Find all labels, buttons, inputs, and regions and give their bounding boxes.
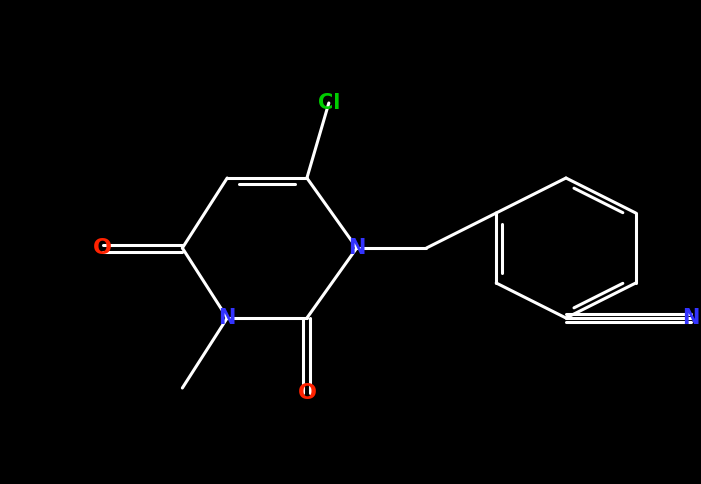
Text: N: N bbox=[219, 308, 236, 328]
Text: N: N bbox=[348, 238, 365, 258]
Text: O: O bbox=[297, 383, 316, 403]
Text: O: O bbox=[93, 238, 112, 258]
Text: Cl: Cl bbox=[318, 93, 340, 113]
Text: N: N bbox=[682, 308, 699, 328]
